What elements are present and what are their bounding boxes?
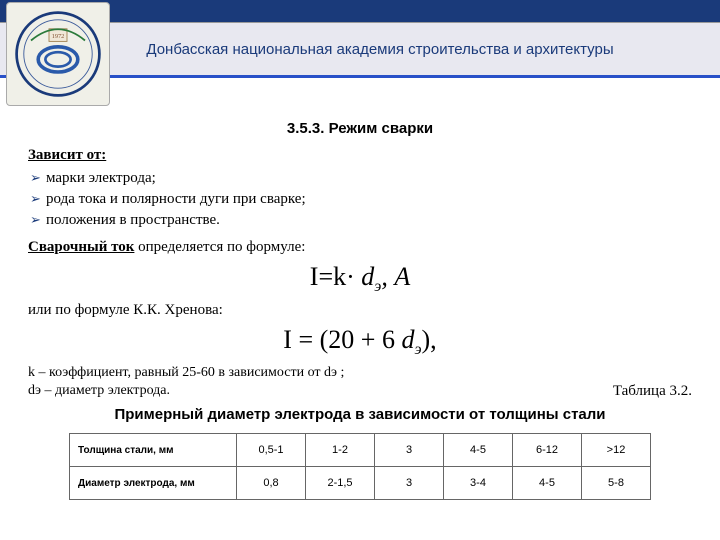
or-by: или по формуле К.К. Хренова: bbox=[28, 302, 692, 319]
electrode-table: Толщина стали, мм 0,5-1 1-2 3 4-5 6-12 >… bbox=[69, 433, 651, 500]
formula2-var: d bbox=[401, 325, 414, 354]
formula2-sub: э bbox=[414, 341, 421, 358]
section-title: 3.5.3. Режим сварки bbox=[28, 120, 692, 137]
org-name: Донбасская национальная академия строите… bbox=[146, 41, 613, 58]
content: 3.5.3. Режим сварки Зависит от: ➢марки э… bbox=[0, 90, 720, 500]
cell: 0,5-1 bbox=[237, 434, 306, 467]
formula2-prefix: I = (20 + 6 bbox=[283, 325, 401, 354]
table-row: Диаметр электрода, мм 0,8 2-1,5 3 3-4 4-… bbox=[70, 467, 651, 500]
cell: 2-1,5 bbox=[306, 467, 375, 500]
row-label: Диаметр электрода, мм bbox=[70, 467, 237, 500]
current-after: определяется по формуле: bbox=[134, 239, 305, 255]
cell: 0,8 bbox=[237, 467, 306, 500]
formula2: I = (20 + 6 dэ), bbox=[28, 325, 692, 359]
bullet-text: положения в пространстве. bbox=[46, 212, 220, 228]
cell: 3 bbox=[375, 434, 444, 467]
seal-icon: 1972 bbox=[13, 9, 103, 99]
arrow-icon: ➢ bbox=[30, 191, 46, 207]
formula1-suffix: , А bbox=[381, 262, 410, 291]
arrow-icon: ➢ bbox=[30, 212, 46, 228]
formula1-var: d bbox=[361, 262, 374, 291]
logo: 1972 bbox=[6, 2, 110, 106]
cell: 1-2 bbox=[306, 434, 375, 467]
bullet-text: марки электрода; bbox=[46, 170, 156, 186]
bullet-item: ➢рода тока и полярности дуги при сварке; bbox=[30, 191, 692, 208]
cell: 3 bbox=[375, 467, 444, 500]
cell: 5-8 bbox=[582, 467, 651, 500]
table-row: Толщина стали, мм 0,5-1 1-2 3 4-5 6-12 >… bbox=[70, 434, 651, 467]
header-band: Донбасская национальная академия строите… bbox=[0, 0, 720, 90]
cell: 6-12 bbox=[513, 434, 582, 467]
note-k: k – коэффициент, равный 25-60 в зависимо… bbox=[28, 365, 692, 381]
formula2-suffix: ), bbox=[422, 325, 437, 354]
table-title: Примерный диаметр электрода в зависимост… bbox=[28, 406, 692, 423]
cell: 4-5 bbox=[444, 434, 513, 467]
bullet-text: рода тока и полярности дуги при сварке; bbox=[46, 191, 306, 207]
bullet-item: ➢марки электрода; bbox=[30, 170, 692, 187]
formula1-prefix: I=k· bbox=[310, 262, 361, 291]
arrow-icon: ➢ bbox=[30, 170, 46, 186]
cell: 3-4 bbox=[444, 467, 513, 500]
formula1: I=k· dэ, А bbox=[28, 262, 692, 296]
current-sentence: Сварочный ток определяется по формуле: bbox=[28, 239, 692, 256]
row-label: Толщина стали, мм bbox=[70, 434, 237, 467]
depends-label: Зависит от: bbox=[28, 147, 692, 164]
bullet-list: ➢марки электрода; ➢рода тока и полярност… bbox=[30, 170, 692, 229]
bullet-item: ➢положения в пространстве. bbox=[30, 212, 692, 229]
svg-text:1972: 1972 bbox=[52, 33, 65, 40]
cell: 4-5 bbox=[513, 467, 582, 500]
current-label: Сварочный ток bbox=[28, 239, 134, 255]
cell: >12 bbox=[582, 434, 651, 467]
